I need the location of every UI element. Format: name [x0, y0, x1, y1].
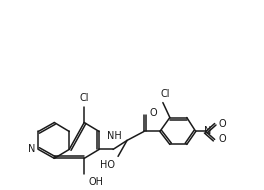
- Text: NH: NH: [107, 131, 121, 141]
- Text: N: N: [28, 144, 35, 154]
- Text: Cl: Cl: [160, 89, 169, 99]
- Text: OH: OH: [88, 177, 103, 187]
- Text: Cl: Cl: [79, 93, 89, 103]
- Text: O: O: [150, 108, 158, 118]
- Text: O: O: [219, 135, 226, 144]
- Text: HO: HO: [100, 160, 115, 170]
- Text: O: O: [219, 119, 226, 128]
- Text: N: N: [204, 127, 211, 136]
